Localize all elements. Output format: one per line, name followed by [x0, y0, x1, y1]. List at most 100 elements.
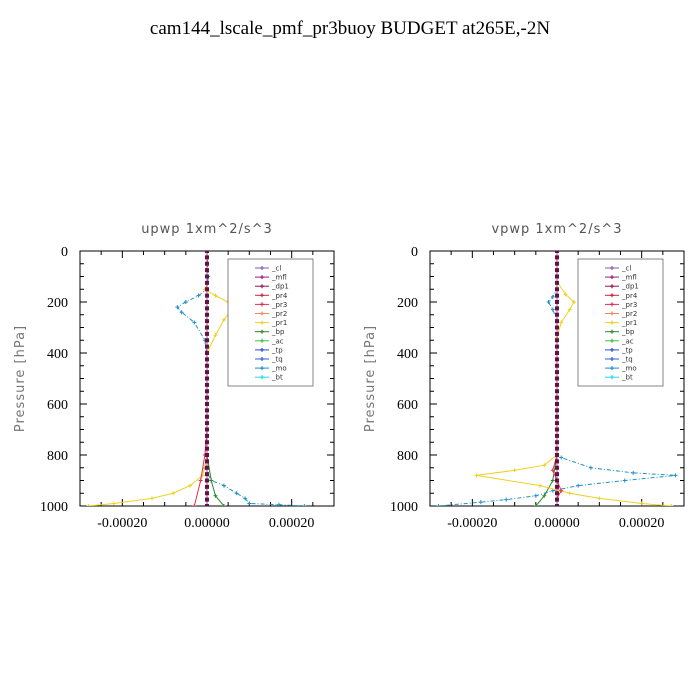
vpwp-zero-marker [555, 280, 559, 285]
upwp-zero-marker [205, 484, 209, 489]
upwp-y-tick-label: 1000 [40, 500, 68, 515]
vpwp-series-bp-point [533, 504, 538, 506]
page-title: cam144_lscale_pmf_pr3buoy BUDGET at265E,… [149, 18, 551, 39]
upwp-legend-label: _pr3 [271, 301, 287, 309]
vpwp-series-pr1-point [597, 496, 602, 501]
vpwp-series-mo-point [550, 307, 555, 312]
upwp-series-mo-point [243, 496, 248, 501]
vpwp-legend-marker [610, 347, 614, 352]
vpwp-zero-marker [555, 338, 559, 343]
upwp-y-tick-label: 800 [47, 449, 68, 464]
upwp-series-mo-point [247, 501, 252, 506]
vpwp-legend-label: _tp [621, 346, 633, 354]
upwp-series-mo-point [192, 320, 197, 325]
vpwp-series-mo-point [436, 504, 441, 506]
vpwp-zero-marker [555, 446, 559, 451]
vpwp-legend-marker [610, 329, 614, 334]
vpwp-y-tick-label: 200 [397, 296, 418, 311]
vpwp-legend-marker [610, 357, 614, 361]
upwp-zero-marker [205, 382, 209, 387]
vpwp-legend-label: _dp1 [621, 283, 639, 291]
upwp-zero-marker [205, 414, 209, 419]
vpwp-series-pr3-point [550, 468, 555, 473]
vpwp-zero-marker [555, 504, 559, 506]
vpwp-legend-label: _pr1 [621, 319, 637, 327]
upwp-legend-label: _pr1 [271, 319, 287, 327]
vpwp-legend-label: _cl [621, 265, 631, 273]
vpwp-zero-marker [555, 389, 559, 394]
vpwp-legend-label: _bp [621, 328, 635, 336]
vpwp-series-pr1-point [571, 300, 576, 304]
vpwp-legend-marker [610, 338, 614, 343]
vpwp-zero-marker [555, 306, 559, 311]
upwp-series-pr1-point [86, 504, 91, 506]
upwp-zero-marker [205, 497, 209, 502]
upwp-legend-label: _bt [271, 374, 283, 382]
upwp-zero-marker [205, 453, 209, 457]
vpwp-zero-marker [555, 363, 559, 368]
upwp-zero-marker [205, 446, 209, 451]
vpwp-zero-marker [555, 331, 559, 336]
upwp-zero-marker [205, 300, 209, 304]
upwp-series-pr1-point [171, 491, 176, 496]
upwp-zero-marker [205, 465, 209, 470]
upwp-legend-label: _cl [271, 265, 281, 273]
upwp-series-bp-line [206, 251, 225, 506]
upwp-series-bp-point [221, 504, 226, 506]
vpwp-legend-label: _ac [621, 337, 634, 345]
upwp-legend-marker [260, 284, 264, 289]
upwp-y-axis-label: Pressure [hPa] [13, 325, 28, 432]
vpwp-zero-marker [555, 484, 559, 489]
vpwp-zero-marker [555, 312, 559, 317]
upwp-y-tick-label: 400 [47, 347, 68, 362]
upwp-series-group [86, 251, 307, 506]
vpwp-legend-label: _bt [621, 374, 633, 382]
vpwp-legend-label: _mo [621, 365, 637, 373]
upwp-legend-marker [260, 338, 264, 343]
vpwp-x-tick-label: 0.00000 [534, 516, 580, 531]
upwp-zero-marker [205, 261, 209, 266]
vpwp-zero-marker [555, 421, 559, 426]
vpwp-zero-marker [555, 433, 559, 438]
upwp-legend-label: _mfl [271, 274, 287, 282]
vpwp-zero-marker [555, 376, 559, 381]
vpwp-zero-marker [555, 395, 559, 400]
vpwp-zero-marker [555, 251, 559, 253]
upwp-zero-marker [205, 459, 209, 464]
vpwp-series-pr1-point [559, 320, 564, 325]
vpwp-zero-marker [555, 472, 559, 477]
vpwp-series-pr1-point [567, 491, 572, 496]
upwp-x-tick-label: 0.00000 [184, 516, 230, 531]
upwp-zero-marker [205, 433, 209, 438]
vpwp-x-tick-label: -0.00020 [447, 516, 497, 531]
vpwp-panel-title: vpwp 1xm^2/s^3 [491, 222, 622, 237]
vpwp-series-pr1-point [542, 463, 547, 468]
vpwp-series-mo-point [576, 483, 581, 488]
upwp-y-tick-label: 600 [47, 398, 68, 413]
upwp-zero-marker [205, 427, 209, 432]
vpwp-legend-marker [610, 375, 614, 380]
upwp-series-pr1-point [149, 496, 154, 501]
vpwp-series-mo-point [533, 493, 538, 498]
vpwp-y-axis-label: Pressure [hPa] [363, 325, 378, 432]
vpwp-series-mo-point [559, 455, 564, 460]
vpwp-series-pr1-point [538, 483, 543, 488]
upwp-legend-marker [260, 266, 264, 270]
upwp-zero-marker [205, 472, 209, 477]
upwp-legend-marker [260, 357, 264, 361]
upwp-legend-marker [260, 311, 264, 316]
vpwp-legend-marker [610, 266, 614, 270]
upwp-zero-marker [205, 251, 209, 253]
upwp-zero-marker [205, 408, 209, 413]
upwp-y-tick-label: 0 [61, 245, 68, 260]
vpwp-series-bp-point [542, 493, 547, 498]
upwp-legend-marker [260, 366, 264, 371]
upwp-series-mo-point [276, 502, 281, 506]
vpwp-zero-marker [555, 414, 559, 419]
vpwp-series-mo-point [588, 465, 593, 470]
upwp-series-pr1-point [213, 333, 218, 338]
upwp-series-pr3-point [192, 504, 197, 506]
vpwp-zero-marker [555, 402, 559, 406]
vpwp-series-bp-point [550, 478, 555, 483]
